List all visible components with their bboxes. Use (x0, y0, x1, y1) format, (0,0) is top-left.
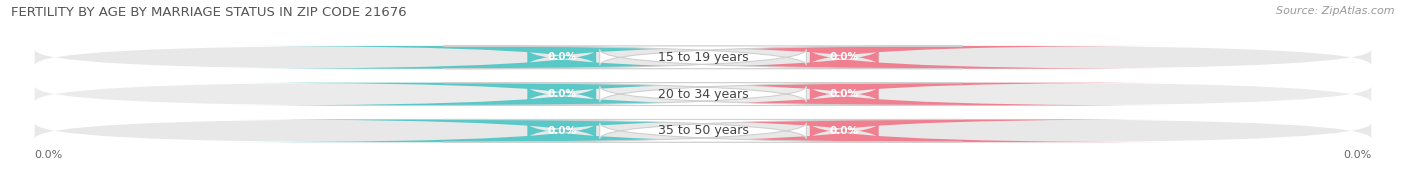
FancyBboxPatch shape (35, 83, 1371, 105)
FancyBboxPatch shape (516, 83, 1173, 105)
Text: 0.0%: 0.0% (35, 150, 63, 160)
FancyBboxPatch shape (35, 119, 1371, 142)
Text: 0.0%: 0.0% (547, 52, 576, 62)
FancyBboxPatch shape (443, 46, 963, 69)
Text: 0.0%: 0.0% (547, 126, 576, 136)
FancyBboxPatch shape (516, 46, 1173, 69)
Text: 15 to 19 years: 15 to 19 years (658, 51, 748, 64)
FancyBboxPatch shape (233, 119, 890, 142)
FancyBboxPatch shape (35, 46, 1371, 69)
Text: 20 to 34 years: 20 to 34 years (658, 88, 748, 101)
FancyBboxPatch shape (443, 83, 963, 105)
FancyBboxPatch shape (443, 119, 963, 142)
Text: 0.0%: 0.0% (830, 89, 859, 99)
Text: Source: ZipAtlas.com: Source: ZipAtlas.com (1277, 6, 1395, 16)
Text: 0.0%: 0.0% (830, 52, 859, 62)
FancyBboxPatch shape (233, 83, 890, 105)
FancyBboxPatch shape (516, 119, 1173, 142)
Text: 35 to 50 years: 35 to 50 years (658, 124, 748, 137)
Text: FERTILITY BY AGE BY MARRIAGE STATUS IN ZIP CODE 21676: FERTILITY BY AGE BY MARRIAGE STATUS IN Z… (11, 6, 406, 19)
Text: 0.0%: 0.0% (830, 126, 859, 136)
Text: 0.0%: 0.0% (547, 89, 576, 99)
FancyBboxPatch shape (233, 46, 890, 69)
Text: 0.0%: 0.0% (1343, 150, 1371, 160)
